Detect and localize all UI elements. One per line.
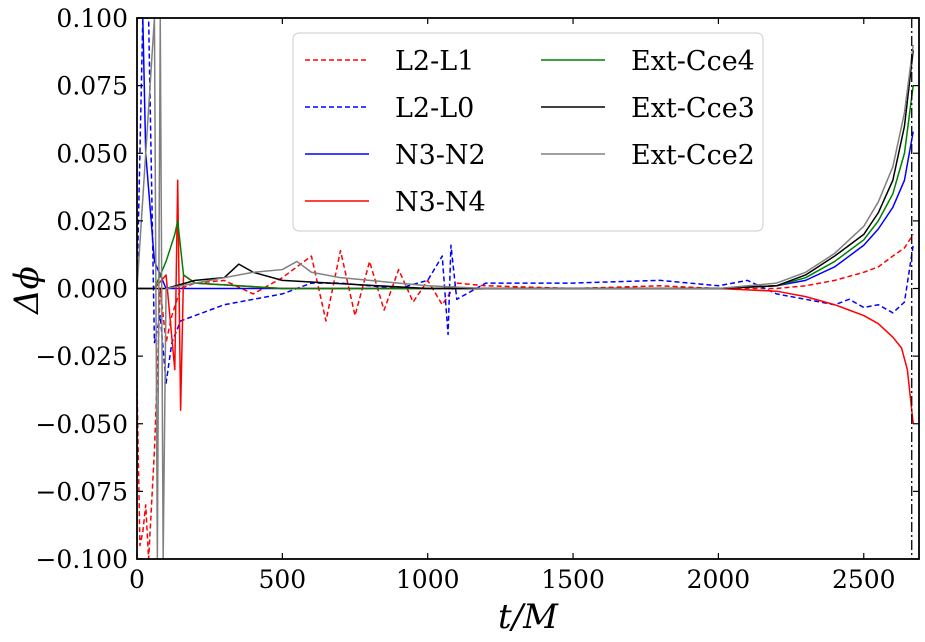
legend-label: L2-L0 <box>395 93 474 124</box>
y-tick-label: −0.075 <box>35 477 128 506</box>
series-layer <box>137 18 914 559</box>
legend-label: Ext-Cce3 <box>631 93 755 124</box>
x-tick-label: 1000 <box>396 565 460 594</box>
legend-item-l2-l0: L2-L0 <box>305 93 474 124</box>
x-tick-label: 1500 <box>541 565 605 594</box>
legend-label: L2-L1 <box>395 46 474 77</box>
legend-item-ext-cce4: Ext-Cce4 <box>541 46 755 77</box>
x-axis-ticks: 0 500 1000 1500 2000 2500 <box>129 18 896 594</box>
legend-label: Ext-Cce2 <box>631 140 755 171</box>
legend-item-ext-cce3: Ext-Cce3 <box>541 93 755 124</box>
x-tick-label: 0 <box>129 565 145 594</box>
x-tick-label: 2500 <box>832 565 896 594</box>
legend-item-ext-cce2: Ext-Cce2 <box>541 140 755 171</box>
legend-item-n3-n2: N3-N2 <box>305 140 486 171</box>
legend-item-n3-n4: N3-N4 <box>305 187 486 218</box>
legend-label: N3-N2 <box>395 140 486 171</box>
legend-box <box>292 32 764 232</box>
legend-item-l2-l1: L2-L1 <box>305 46 474 77</box>
y-tick-label: 0.000 <box>56 275 128 304</box>
y-axis-label: Δϕ <box>7 266 47 316</box>
y-tick-label: 0.025 <box>56 207 128 236</box>
x-axis-label: t/M <box>498 597 559 637</box>
y-tick-label: −0.025 <box>35 342 128 371</box>
legend-entries: L2-L1 L2-L0 N3-N2 N3-N4 Ext-Cce4 Ext-Cce3 Ext-… <box>305 46 755 218</box>
legend-label: N3-N4 <box>395 187 486 218</box>
y-axis-ticks: −0.100 −0.075 −0.050 −0.025 0.000 0.025 0.050 0… <box>35 4 919 574</box>
legend: L2-L1 L2-L0 N3-N2 N3-N4 Ext-Cce4 Ext-Cce3 Ext-… <box>292 32 764 232</box>
y-tick-label: 0.075 <box>56 72 128 101</box>
x-tick-label: 500 <box>258 565 306 594</box>
y-tick-label: −0.050 <box>35 410 128 439</box>
y-tick-label: −0.100 <box>35 545 128 574</box>
y-tick-label: 0.100 <box>56 4 128 33</box>
y-tick-label: 0.050 <box>56 139 128 168</box>
legend-label: Ext-Cce4 <box>631 46 755 77</box>
x-tick-label: 2000 <box>687 565 751 594</box>
series-line-ext-cce2 <box>137 18 914 559</box>
